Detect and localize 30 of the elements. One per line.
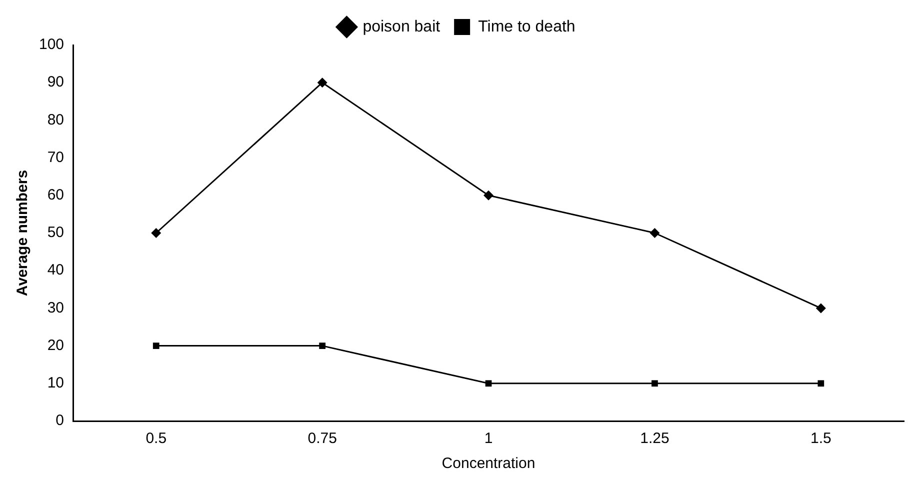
- y-tick-label: 10: [47, 374, 64, 392]
- point: [317, 78, 328, 88]
- x-tick-label: 1: [484, 430, 493, 448]
- point: [152, 342, 160, 349]
- point: [319, 342, 326, 349]
- y-tick-label: 90: [47, 74, 64, 91]
- x-tick-label: 1.5: [810, 430, 832, 448]
- x-tick-label: 0.75: [308, 430, 337, 448]
- legend-label: Time to death: [478, 18, 576, 36]
- point: [485, 380, 492, 387]
- point: [151, 228, 162, 238]
- y-tick-label: 80: [47, 111, 64, 128]
- x-tick-label: 0.5: [146, 430, 167, 448]
- y-tick-label: 100: [38, 36, 64, 54]
- point: [650, 228, 660, 238]
- legend-label: poison bait: [362, 18, 441, 36]
- point: [816, 303, 826, 314]
- y-tick-label: 60: [47, 186, 64, 204]
- y-tick-label: 40: [47, 262, 64, 279]
- y-tick-label: 50: [47, 224, 64, 242]
- y-tick-label: 20: [47, 336, 64, 354]
- y-tick-label: 30: [47, 299, 64, 316]
- y-axis-title: Average numbers: [14, 170, 32, 296]
- x-tick-label: 1.25: [640, 430, 670, 448]
- x-axis-title: Concentration: [442, 455, 536, 472]
- y-tick-label: 70: [47, 148, 64, 166]
- point: [818, 380, 824, 387]
- point: [484, 190, 494, 200]
- point: [652, 380, 658, 387]
- y-tick-label: 0: [56, 412, 64, 430]
